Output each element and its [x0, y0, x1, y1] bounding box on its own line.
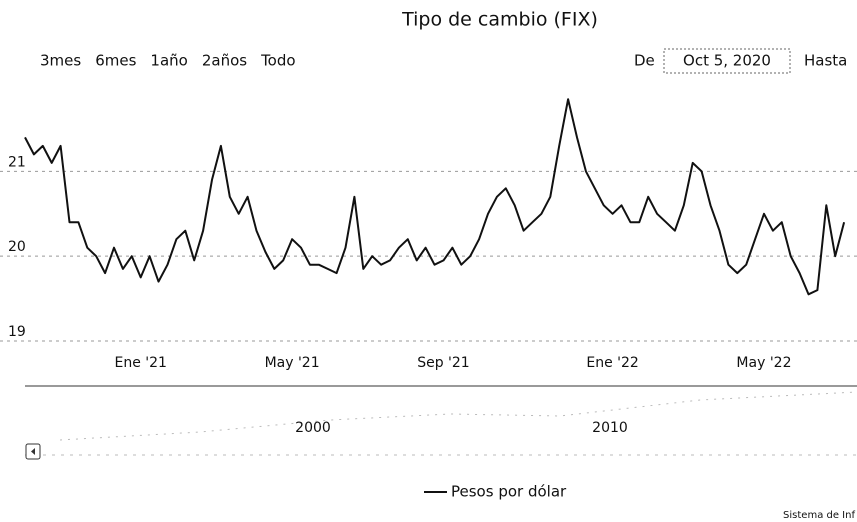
series-line [24, 98, 846, 296]
legend-entry[interactable]: Pesos por dólar [451, 483, 567, 501]
x-tick-label: Sep '21 [417, 355, 470, 371]
x-tick-label: Ene '22 [586, 355, 638, 371]
chart-title: Tipo de cambio (FIX) [401, 9, 598, 31]
to-label: Hasta [804, 52, 847, 70]
x-tick-label: May '22 [736, 355, 791, 371]
y-tick-label: 20 [8, 239, 26, 255]
range-button[interactable]: 2años [202, 52, 247, 70]
x-tick-label: May '21 [265, 355, 320, 371]
range-button[interactable]: 6mes [95, 52, 136, 70]
from-date[interactable]: Oct 5, 2020 [683, 52, 771, 70]
range-button[interactable]: Todo [260, 52, 296, 70]
range-button[interactable]: 3mes [40, 52, 81, 70]
y-tick-label: 21 [8, 154, 26, 170]
scroll-arrow [31, 448, 35, 455]
credit: Sistema de Inf [783, 510, 855, 521]
from-label: De [634, 52, 655, 70]
y-tick-label: 19 [8, 324, 26, 340]
navigator-label: 2000 [295, 420, 331, 436]
x-tick-label: Ene '21 [115, 355, 167, 371]
range-button[interactable]: 1año [150, 52, 187, 70]
from-date-input[interactable] [663, 48, 791, 74]
navigator-label: 2010 [592, 420, 628, 436]
navigator-series [59, 391, 857, 441]
